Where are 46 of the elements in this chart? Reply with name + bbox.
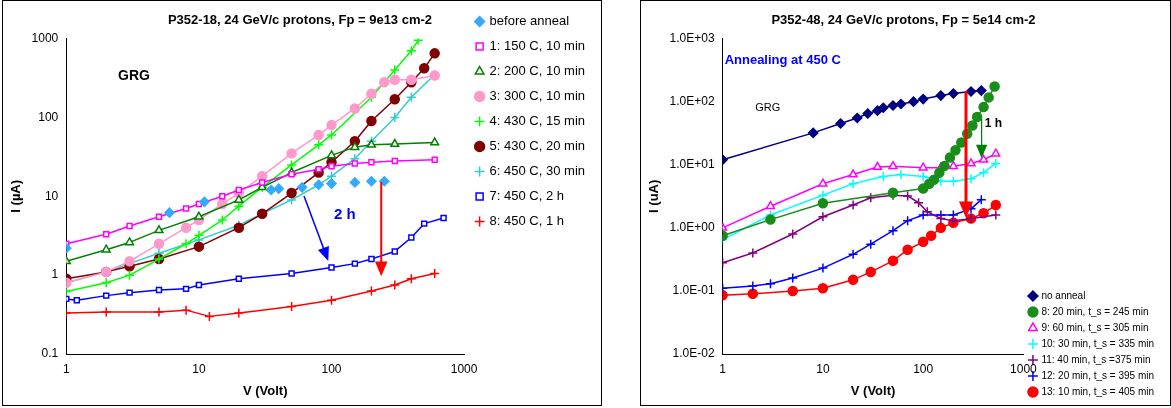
- x-tick-label: 10: [192, 361, 206, 376]
- y-tick-label: 10: [44, 188, 59, 203]
- x-tick-label: 1: [62, 361, 70, 376]
- x-tick-label: 1: [719, 361, 727, 376]
- chart-title: P352-48, 24 GeV/c protons, Fp = 5e14 cm-2: [771, 12, 1036, 28]
- legend-label: 13: 10 min, t_s = 405 min: [1041, 385, 1155, 397]
- legend-label: 7: 450 C, 2 h: [489, 188, 565, 204]
- x-tick-label: 100: [913, 361, 934, 376]
- y-tick-label: 1: [51, 267, 59, 282]
- legend-label: 2: 200 C, 10 min: [489, 63, 585, 79]
- annotation: GRG: [755, 101, 781, 114]
- x-tick-label: 1000: [1010, 361, 1038, 376]
- legend-label: 12: 20 min, t_s = 395 min: [1041, 369, 1155, 381]
- x-tick-label: 10: [816, 361, 830, 376]
- y-tick-label: 100: [38, 109, 59, 124]
- y-tick-label: 1.0E-02: [672, 346, 715, 361]
- y-tick-label: 1.0E-01: [672, 283, 715, 298]
- legend-label: 4: 430 C, 15 min: [489, 113, 585, 129]
- legend-label: no anneal: [1041, 289, 1086, 301]
- legend-label: 6: 450 C, 30 min: [489, 163, 585, 179]
- chart-title: P352-18, 24 GeV/c protons, Fp = 9e13 cm-2: [167, 12, 433, 28]
- y-tick-label: 1.0E+02: [669, 93, 715, 108]
- x-axis-title: V (Volt): [850, 382, 896, 398]
- x-axis-title: V (Volt): [242, 382, 288, 398]
- annotation: 1 h: [984, 116, 1003, 131]
- annotation: GRG: [117, 67, 150, 84]
- y-axis-title: I (µA): [8, 179, 24, 213]
- legend-label: 8: 20 min, t_s = 245 min: [1041, 305, 1149, 317]
- y-tick-label: 1.0E+01: [669, 157, 715, 172]
- annotation: Annealing at 450 C: [724, 52, 842, 68]
- legend-label: 1: 150 C, 10 min: [489, 38, 585, 54]
- y-tick-label: 1000: [31, 30, 59, 45]
- y-tick-label: 0.1: [41, 346, 59, 361]
- y-tick-label: 1.0E+00: [669, 220, 715, 235]
- legend-label: 9: 60 min, t_s = 305 min: [1041, 321, 1149, 333]
- x-tick-label: 100: [321, 361, 342, 376]
- annotation: 2 h: [333, 205, 356, 223]
- legend-label: 10: 30 min, t_s = 335 min: [1041, 337, 1155, 349]
- y-tick-label: 1.0E+03: [669, 30, 715, 45]
- legend-label: before anneal: [489, 13, 570, 29]
- x-tick-label: 1000: [450, 361, 478, 376]
- legend-label: 8: 450 C, 1 h: [489, 213, 565, 229]
- legend-label: 3: 300 C, 10 min: [489, 88, 585, 104]
- y-axis-title: I (uA): [646, 179, 662, 213]
- legend-label: 5: 430 C, 20 min: [489, 138, 585, 154]
- legend-label: 11: 40 min, t_s =375 min: [1041, 353, 1151, 365]
